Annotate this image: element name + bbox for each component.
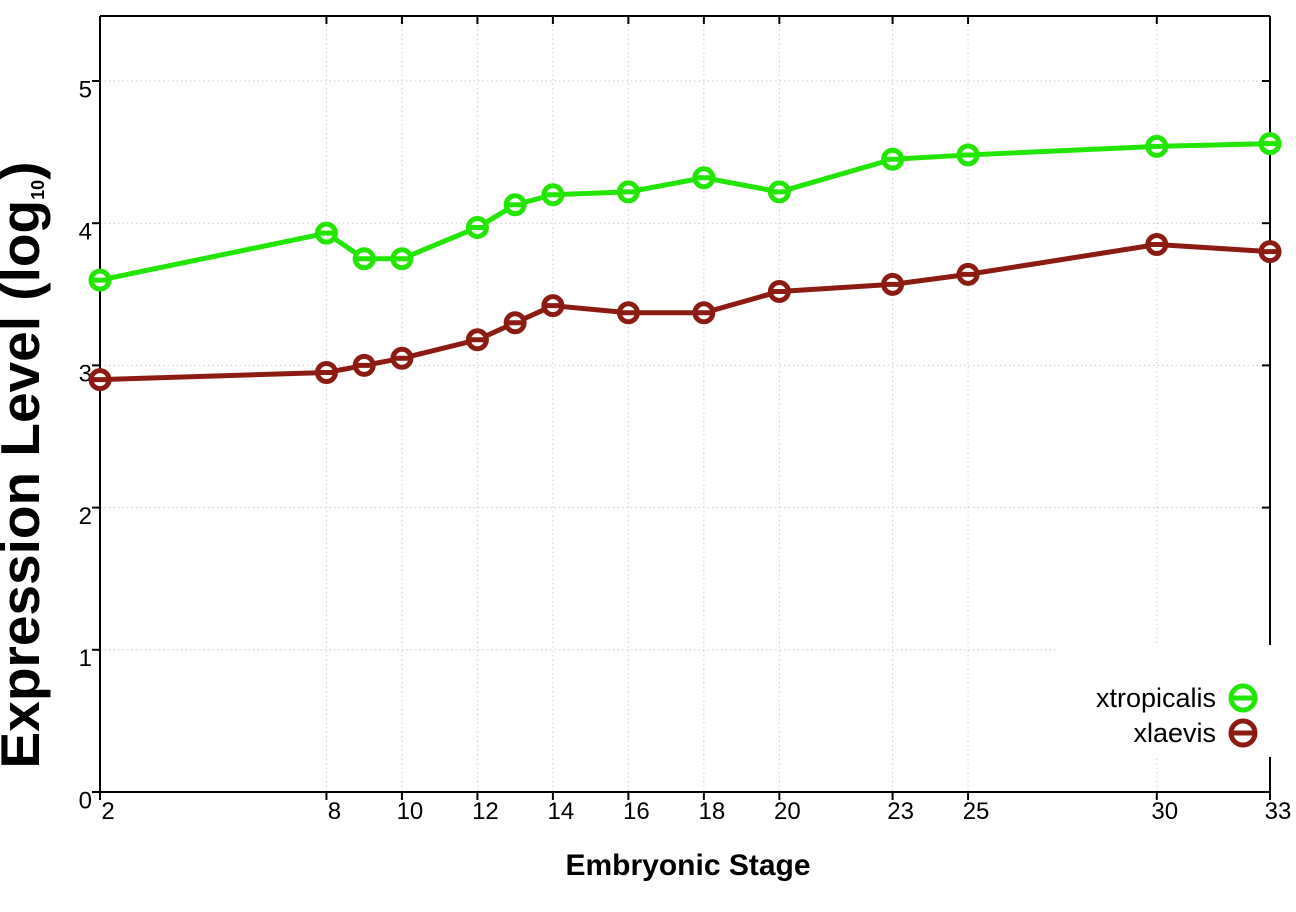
svg-text:8: 8: [328, 798, 341, 825]
svg-text:1: 1: [79, 645, 92, 672]
svg-text:5: 5: [79, 76, 92, 103]
svg-text:30: 30: [1151, 798, 1178, 825]
svg-text:33: 33: [1265, 798, 1292, 825]
svg-text:23: 23: [887, 798, 914, 825]
svg-text:10: 10: [397, 798, 424, 825]
svg-text:12: 12: [472, 798, 499, 825]
svg-text:4: 4: [79, 219, 92, 246]
svg-text:16: 16: [623, 798, 650, 825]
svg-text:20: 20: [774, 798, 801, 825]
svg-text:xlaevis: xlaevis: [1133, 718, 1216, 748]
svg-text:0: 0: [79, 787, 92, 814]
svg-text:25: 25: [963, 798, 990, 825]
svg-text:14: 14: [548, 798, 575, 825]
svg-text:18: 18: [699, 798, 726, 825]
svg-text:xtropicalis: xtropicalis: [1096, 683, 1216, 713]
svg-text:2: 2: [79, 503, 92, 530]
svg-text:2: 2: [101, 798, 114, 825]
